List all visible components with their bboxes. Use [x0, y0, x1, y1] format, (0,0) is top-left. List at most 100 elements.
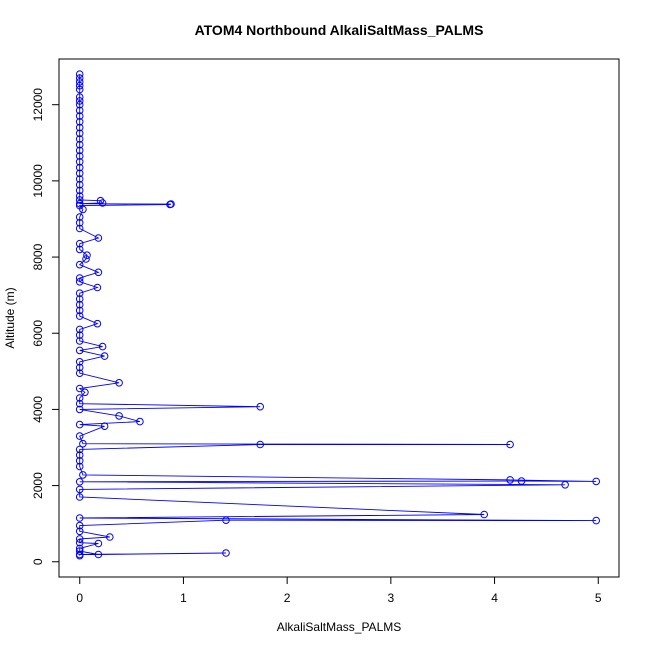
data-point — [222, 549, 230, 557]
data-point — [75, 538, 84, 547]
data-point — [75, 521, 84, 530]
data-point — [100, 352, 109, 360]
data-point — [75, 85, 84, 94]
data-point — [75, 129, 84, 138]
data-point — [75, 278, 84, 286]
y-tick-label: 4000 — [31, 396, 45, 423]
data-point — [75, 544, 84, 553]
y-tick-label: 6000 — [31, 320, 45, 347]
series-line — [78, 74, 597, 556]
data-point — [94, 550, 103, 559]
data-point — [75, 260, 84, 269]
data-point — [75, 112, 84, 120]
data-point — [75, 535, 84, 543]
data-point — [222, 516, 230, 525]
data-point — [75, 118, 84, 126]
data-point — [75, 74, 84, 82]
data-point — [75, 199, 84, 208]
data-point — [75, 78, 84, 86]
data-point — [75, 219, 84, 227]
data-point — [75, 306, 84, 315]
data-point — [75, 70, 84, 78]
data-point — [93, 283, 102, 292]
data-point — [98, 342, 107, 351]
y-axis: 0 2000 4000 6000 8000 10000 12000 — [31, 88, 60, 565]
series-layer — [75, 70, 601, 560]
data-point — [79, 439, 87, 448]
data-point — [136, 417, 144, 426]
data-point — [592, 477, 601, 486]
x-tick-label: 0 — [76, 591, 83, 605]
data-point — [166, 200, 174, 209]
data-point — [75, 239, 84, 248]
data-point — [82, 255, 90, 263]
y-tick-label: 8000 — [31, 243, 45, 270]
data-point — [75, 135, 84, 143]
data-point — [75, 457, 84, 465]
data-point — [75, 152, 84, 160]
data-point — [75, 106, 84, 115]
data-point — [75, 213, 84, 221]
data-point — [256, 402, 265, 411]
data-point — [75, 551, 84, 560]
data-point — [75, 445, 84, 454]
data-point — [75, 175, 84, 183]
data-point — [75, 245, 84, 254]
data-point — [75, 420, 84, 429]
data-point — [75, 274, 84, 282]
chart-title: ATOM4 Northbound AlkaliSaltMass_PALMS — [195, 22, 484, 38]
x-tick-label: 3 — [388, 591, 395, 605]
data-point — [75, 405, 84, 414]
data-point — [75, 451, 84, 459]
data-point — [79, 471, 87, 479]
data-point — [75, 192, 84, 200]
x-tick-label: 1 — [180, 591, 187, 605]
data-point — [115, 412, 123, 420]
x-axis: 0 1 2 3 4 5 — [76, 576, 602, 605]
data-point — [75, 146, 84, 155]
data-point — [75, 196, 84, 204]
data-point — [81, 388, 89, 397]
data-point — [75, 514, 84, 522]
data-point — [75, 394, 84, 402]
y-tick-label: 0 — [31, 558, 45, 565]
data-point — [94, 539, 103, 548]
data-point — [75, 331, 84, 339]
data-point — [75, 478, 84, 486]
data-point — [75, 300, 84, 309]
data-point — [79, 205, 87, 214]
data-point — [75, 432, 84, 440]
data-point — [75, 81, 84, 90]
data-point — [75, 169, 84, 178]
data-point — [115, 379, 123, 387]
data-point — [75, 485, 84, 494]
data-point — [75, 295, 84, 303]
data-point — [75, 337, 84, 345]
data-point — [75, 527, 84, 536]
data-point — [96, 196, 105, 205]
data-point — [75, 493, 84, 501]
data-point — [75, 312, 84, 320]
data-point — [517, 477, 526, 485]
data-point — [75, 140, 84, 149]
data-point — [83, 251, 91, 259]
y-tick-label: 10000 — [31, 164, 45, 198]
data-point — [75, 93, 84, 101]
data-point — [75, 384, 84, 393]
data-point — [75, 123, 84, 132]
data-point — [75, 224, 84, 233]
data-point — [75, 186, 84, 195]
x-tick-label: 4 — [491, 591, 498, 605]
data-point — [94, 234, 103, 242]
data-point — [256, 440, 265, 449]
data-point — [480, 510, 489, 519]
data-point — [98, 199, 107, 207]
data-point — [75, 399, 84, 408]
x-tick-label: 5 — [595, 591, 602, 605]
data-point — [75, 100, 84, 109]
y-tick-label: 12000 — [31, 88, 45, 122]
data-point — [75, 363, 84, 372]
data-point — [75, 158, 84, 166]
